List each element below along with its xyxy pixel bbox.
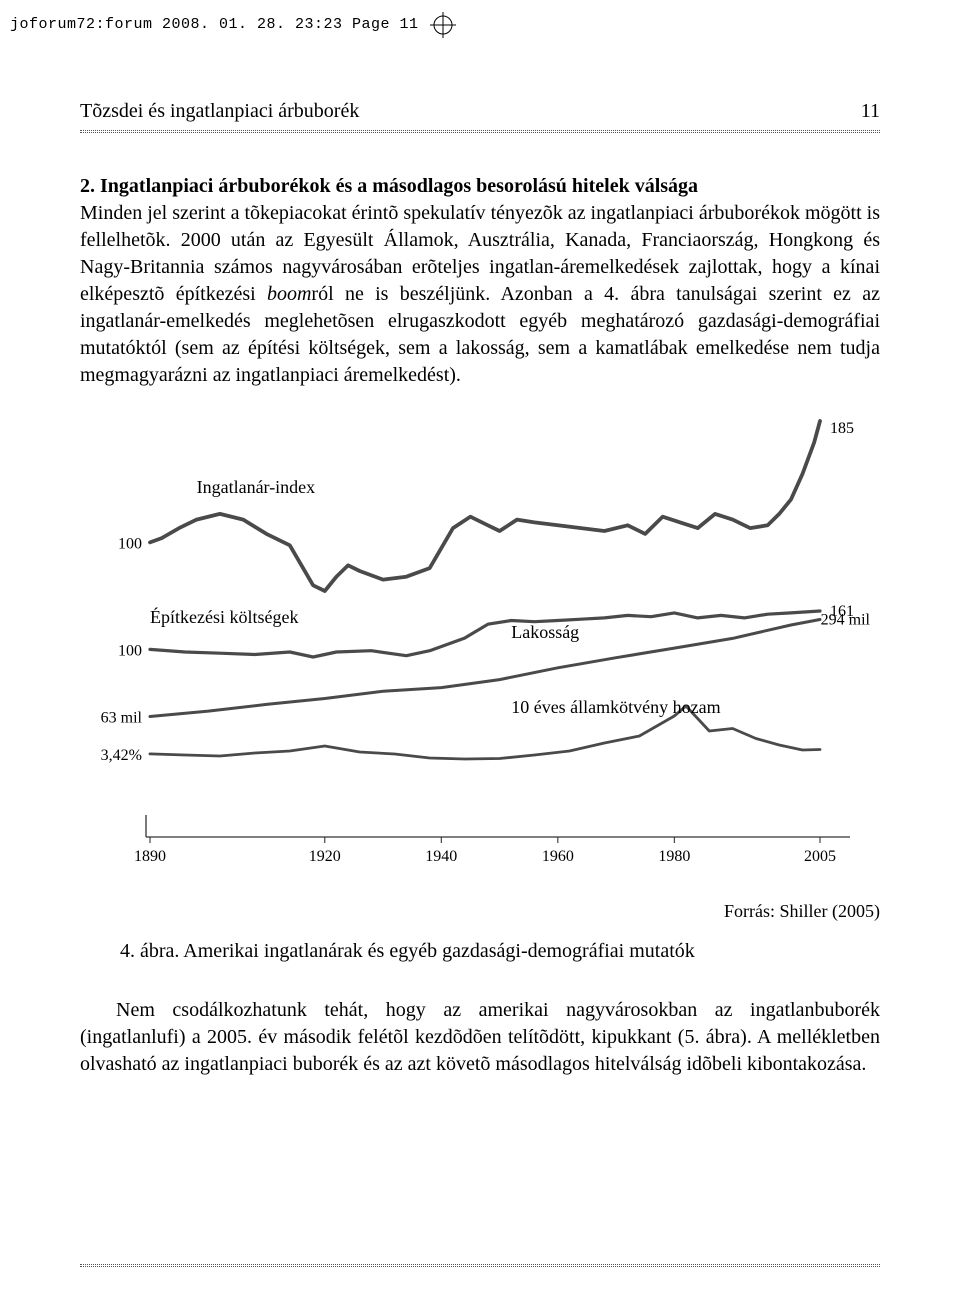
header-rule-1 — [80, 130, 880, 131]
svg-text:1940: 1940 — [425, 848, 457, 865]
svg-text:1890: 1890 — [134, 848, 166, 865]
footer-rule-2 — [80, 1266, 880, 1267]
footer-rule-1 — [80, 1264, 880, 1265]
svg-text:100: 100 — [118, 642, 142, 659]
svg-text:Lakosság: Lakosság — [511, 622, 579, 642]
shiller-chart: 1890 1920 1940 1960 1980 2005 100 100 63 mil 3,42… — [80, 413, 880, 873]
header-rule-2 — [80, 132, 880, 133]
section-heading: 2. Ingatlanpiaci árbuborékok és a másodl… — [80, 175, 698, 197]
svg-text:2005: 2005 — [804, 848, 836, 865]
svg-text:1920: 1920 — [309, 848, 341, 865]
chart-source: Forrás: Shiller (2005) — [80, 901, 880, 922]
page-number: 11 — [861, 100, 880, 123]
svg-text:63 mil: 63 mil — [101, 710, 143, 727]
boom-word: boom — [267, 283, 311, 305]
svg-text:10 éves államkötvény hozam: 10 éves államkötvény hozam — [511, 697, 720, 717]
crop-mark-text: joforum72:forum 2008. 01. 28. 23:23 Page… — [10, 16, 419, 33]
running-title: Tõzsdei és ingatlanpiaci árbuborék — [80, 100, 359, 123]
figure-caption: 4. ábra. Amerikai ingatlanárak és egyéb … — [120, 940, 880, 963]
svg-text:1980: 1980 — [658, 848, 690, 865]
body-paragraph: 2. Ingatlanpiaci árbuborékok és a másodl… — [80, 173, 880, 389]
svg-text:Építkezési költségek: Építkezési költségek — [150, 606, 298, 627]
svg-text:1960: 1960 — [542, 848, 574, 865]
svg-text:Ingatlanár-index: Ingatlanár-index — [197, 477, 316, 497]
svg-text:100: 100 — [118, 535, 142, 552]
svg-text:3,42%: 3,42% — [101, 747, 142, 764]
svg-text:185: 185 — [830, 420, 854, 437]
running-head: Tõzsdei és ingatlanpiaci árbuborék 11 — [80, 100, 880, 129]
followup-paragraph: Nem csodálkozhatunk tehát, hogy az ameri… — [80, 997, 880, 1078]
crop-register-mark — [430, 12, 456, 38]
svg-text:294 mil: 294 mil — [821, 612, 871, 629]
